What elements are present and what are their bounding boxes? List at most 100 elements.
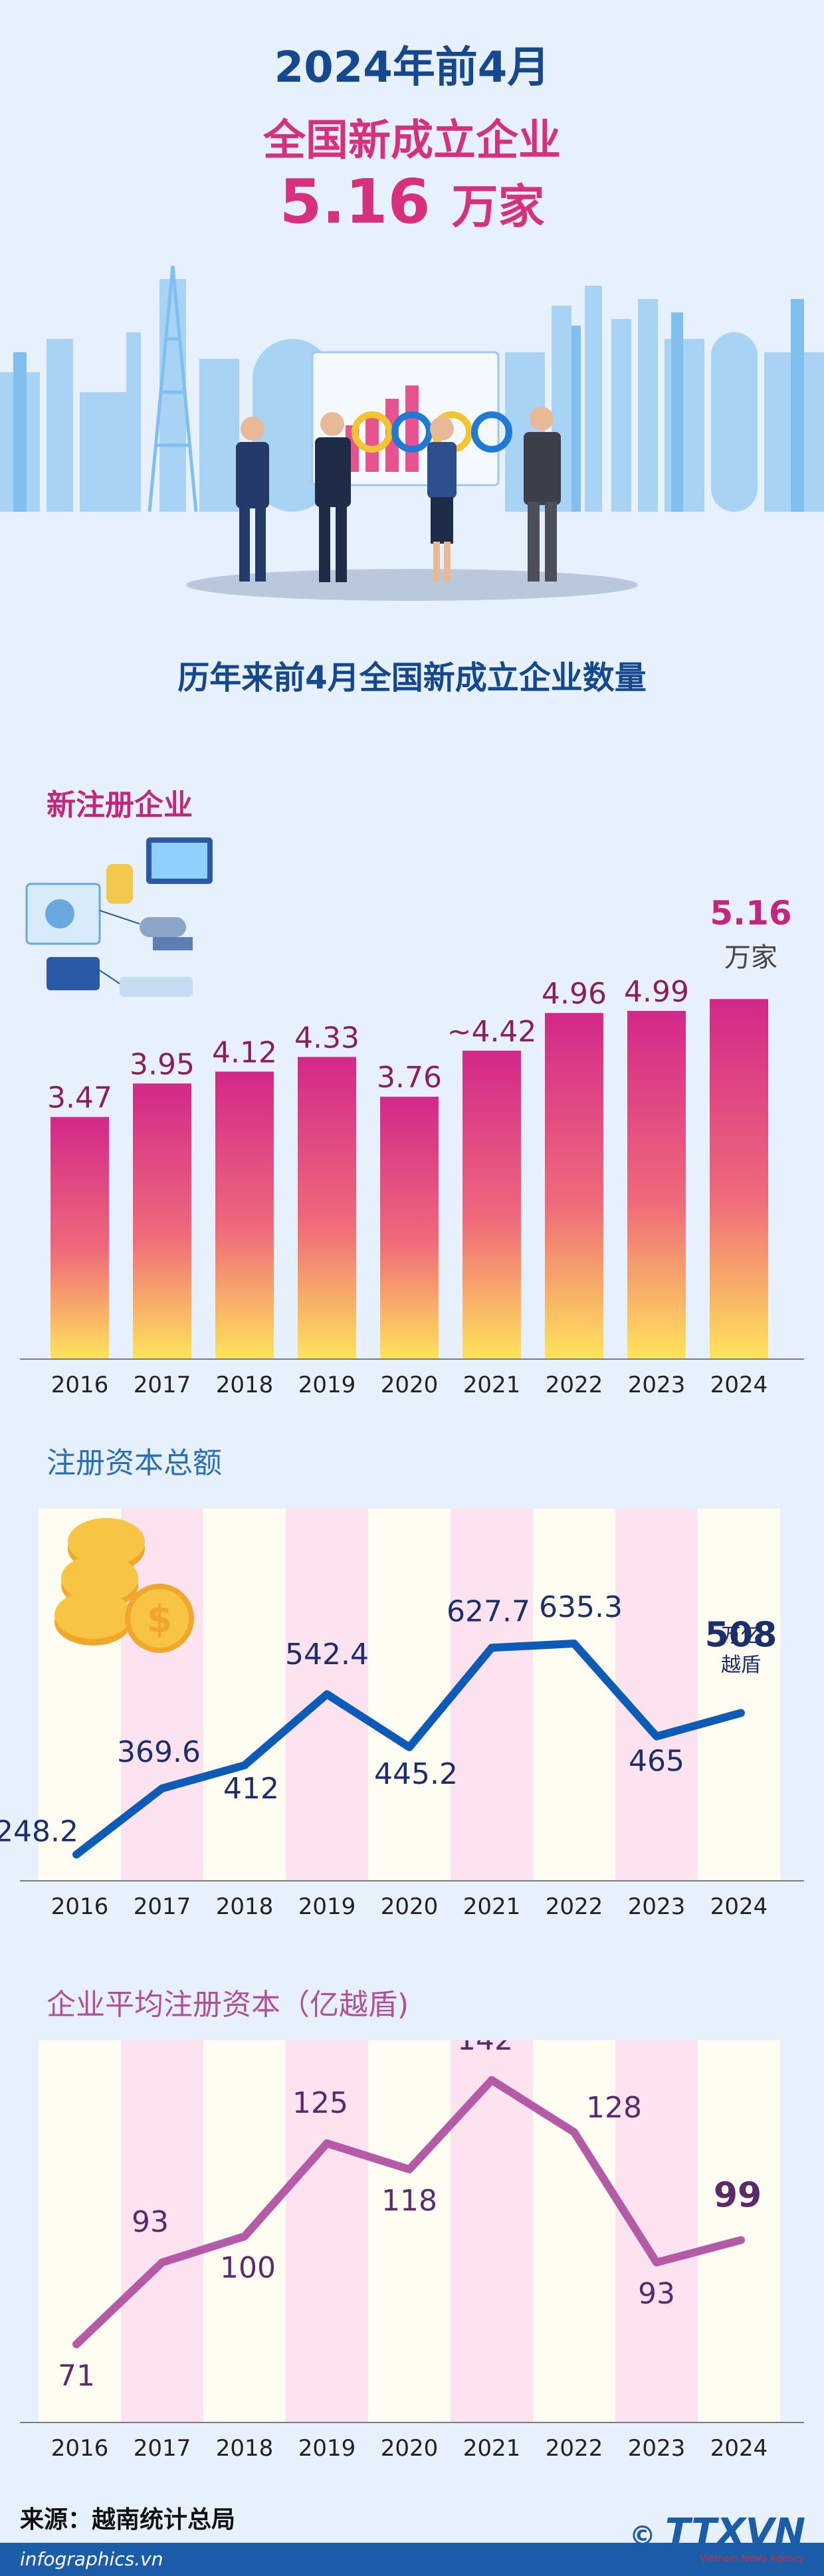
big-value: 5.16 [279,166,431,237]
x-tick: 2023 [628,1893,686,1920]
column-stripe [203,1509,286,1881]
bar-2023 [627,1011,686,1359]
point-label: 465 [629,1745,684,1778]
coins-icon: $ [54,1518,194,1653]
x-tick: 2023 [628,2435,686,2462]
point-label: 542.4 [285,1638,369,1671]
x-tick: 2020 [381,2435,439,2462]
svg-text:$: $ [147,1598,173,1641]
bar-x-tick: 2018 [216,1372,274,1398]
title-big-value: 5.16 万家 [0,166,824,237]
bar-chart-title: 新注册企业 [47,788,193,822]
bar-label: 4.96 [542,977,607,1011]
bar-2020 [380,1097,439,1359]
bar-label: 4.12 [212,1035,277,1069]
average-line-chart: 71 2016 93 2017 100 2018 125 2019 118 2020 142 2021… [20,2040,804,2462]
capital-line-chart: $ 248.2 2016 369.6 2017 412 2018 542.4 2019 445.… [0,1509,804,1920]
bar-label: ~4.42 [447,1015,537,1049]
x-tick: 2022 [546,1893,603,1920]
x-tick: 2016 [51,2435,109,2462]
x-tick: 2022 [546,2435,603,2462]
bar-chart: 3.47 2016 3.95 2017 4.12 2018 4.33 2019 3.76 2020… [20,975,804,1398]
title-year: 2024年前4月 [274,43,550,92]
point-label: 508 [705,1615,777,1655]
title-headline: 全国新成立企业 [263,116,561,165]
column-stripe [615,1509,698,1881]
column-stripe [615,2040,698,2422]
x-tick: 2018 [216,1893,274,1920]
section-subtitle: 历年来前4月全国新成立企业数量 [177,659,647,697]
site-link[interactable]: infographics.vn [20,2548,163,2570]
bar-x-tick: 2023 [628,1372,686,1398]
bar-highlight-value: 5.16 [710,894,792,932]
bar-label: 4.99 [624,975,689,1009]
source-note: 来源：越南统计总局 [20,2506,236,2533]
big-unit: 万家 [451,179,545,234]
point-label: 445.2 [374,1757,458,1791]
bar-x-tick: 2016 [51,1372,109,1398]
point-label: 142 [457,2040,513,2057]
column-stripe [698,2040,780,2422]
point-label: 369.6 [117,1735,201,1769]
bar-label: 4.33 [294,1021,360,1055]
point-label: 627.7 [447,1594,530,1628]
column-stripe [286,2040,368,2422]
point-label: 635.3 [539,1590,623,1624]
point-label: 99 [714,2176,762,2216]
brand-bar: infographics.vn [0,2543,824,2576]
bar-2017 [133,1083,191,1359]
x-tick: 2018 [216,2435,274,2462]
bar-highlight-unit: 万家 [724,942,777,973]
x-tick: 2021 [463,2435,521,2462]
bar-label: 3.95 [130,1047,195,1081]
point-label: 248.2 [0,1814,78,1848]
x-tick: 2019 [298,2435,356,2462]
bar-2022 [545,1013,603,1359]
logo-subtitle: Vietnam News Agency [699,2553,804,2564]
bar-x-tick: 2020 [381,1372,439,1398]
x-tick: 2017 [134,2435,191,2462]
x-tick: 2019 [298,1893,356,1920]
capital-unit-line2: 越盾 [721,1654,761,1677]
x-tick: 2016 [51,1893,109,1920]
bar-x-tick: 2019 [298,1372,356,1398]
capital-unit: 万亿 越盾 [698,1622,784,1680]
x-tick: 2020 [381,1893,439,1920]
capital-chart-title: 注册资本总额 [47,1446,222,1480]
column-stripe [533,1509,615,1881]
bar-2021 [463,1050,521,1359]
column-stripe [451,1509,533,1881]
x-tick: 2017 [134,1893,191,1920]
bar-x-tick: 2024 [710,1372,768,1398]
x-tick: 2021 [463,1893,521,1920]
column-stripe [368,1509,451,1881]
bar-2018 [215,1071,274,1359]
point-label: 100 [220,2251,276,2285]
series-line [72,2076,745,2349]
bar-2019 [298,1057,356,1359]
bar-2016 [51,1117,109,1359]
skyline-illustration [0,265,824,601]
column-stripe [698,1509,780,1881]
point-label: 128 [586,2091,642,2125]
bar-label: 3.76 [377,1061,442,1095]
x-tick: 2024 [710,1893,768,1920]
column-stripe [533,2040,615,2422]
series-line [72,1640,745,1859]
point-label: 93 [638,2277,675,2311]
point-label: 71 [58,2359,95,2393]
x-tick: 2024 [710,2435,768,2462]
tech-illustration [25,837,213,997]
bar-x-tick: 2022 [546,1372,603,1398]
bar-x-tick: 2021 [463,1372,521,1398]
average-chart-title: 企业平均注册资本（亿越盾) [47,1988,409,2022]
capital-unit-line1: 万亿 [721,1624,761,1648]
point-label: 118 [381,2184,437,2218]
bar-label: 3.47 [47,1081,112,1115]
bar-x-tick: 2017 [134,1372,191,1398]
point-label: 125 [292,2086,348,2120]
column-stripe [121,2040,203,2422]
column-stripe [39,2040,121,2422]
point-label: 412 [223,1772,279,1806]
column-stripe [368,2040,451,2422]
